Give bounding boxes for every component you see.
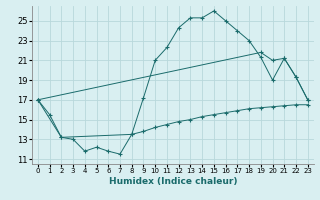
X-axis label: Humidex (Indice chaleur): Humidex (Indice chaleur) bbox=[108, 177, 237, 186]
